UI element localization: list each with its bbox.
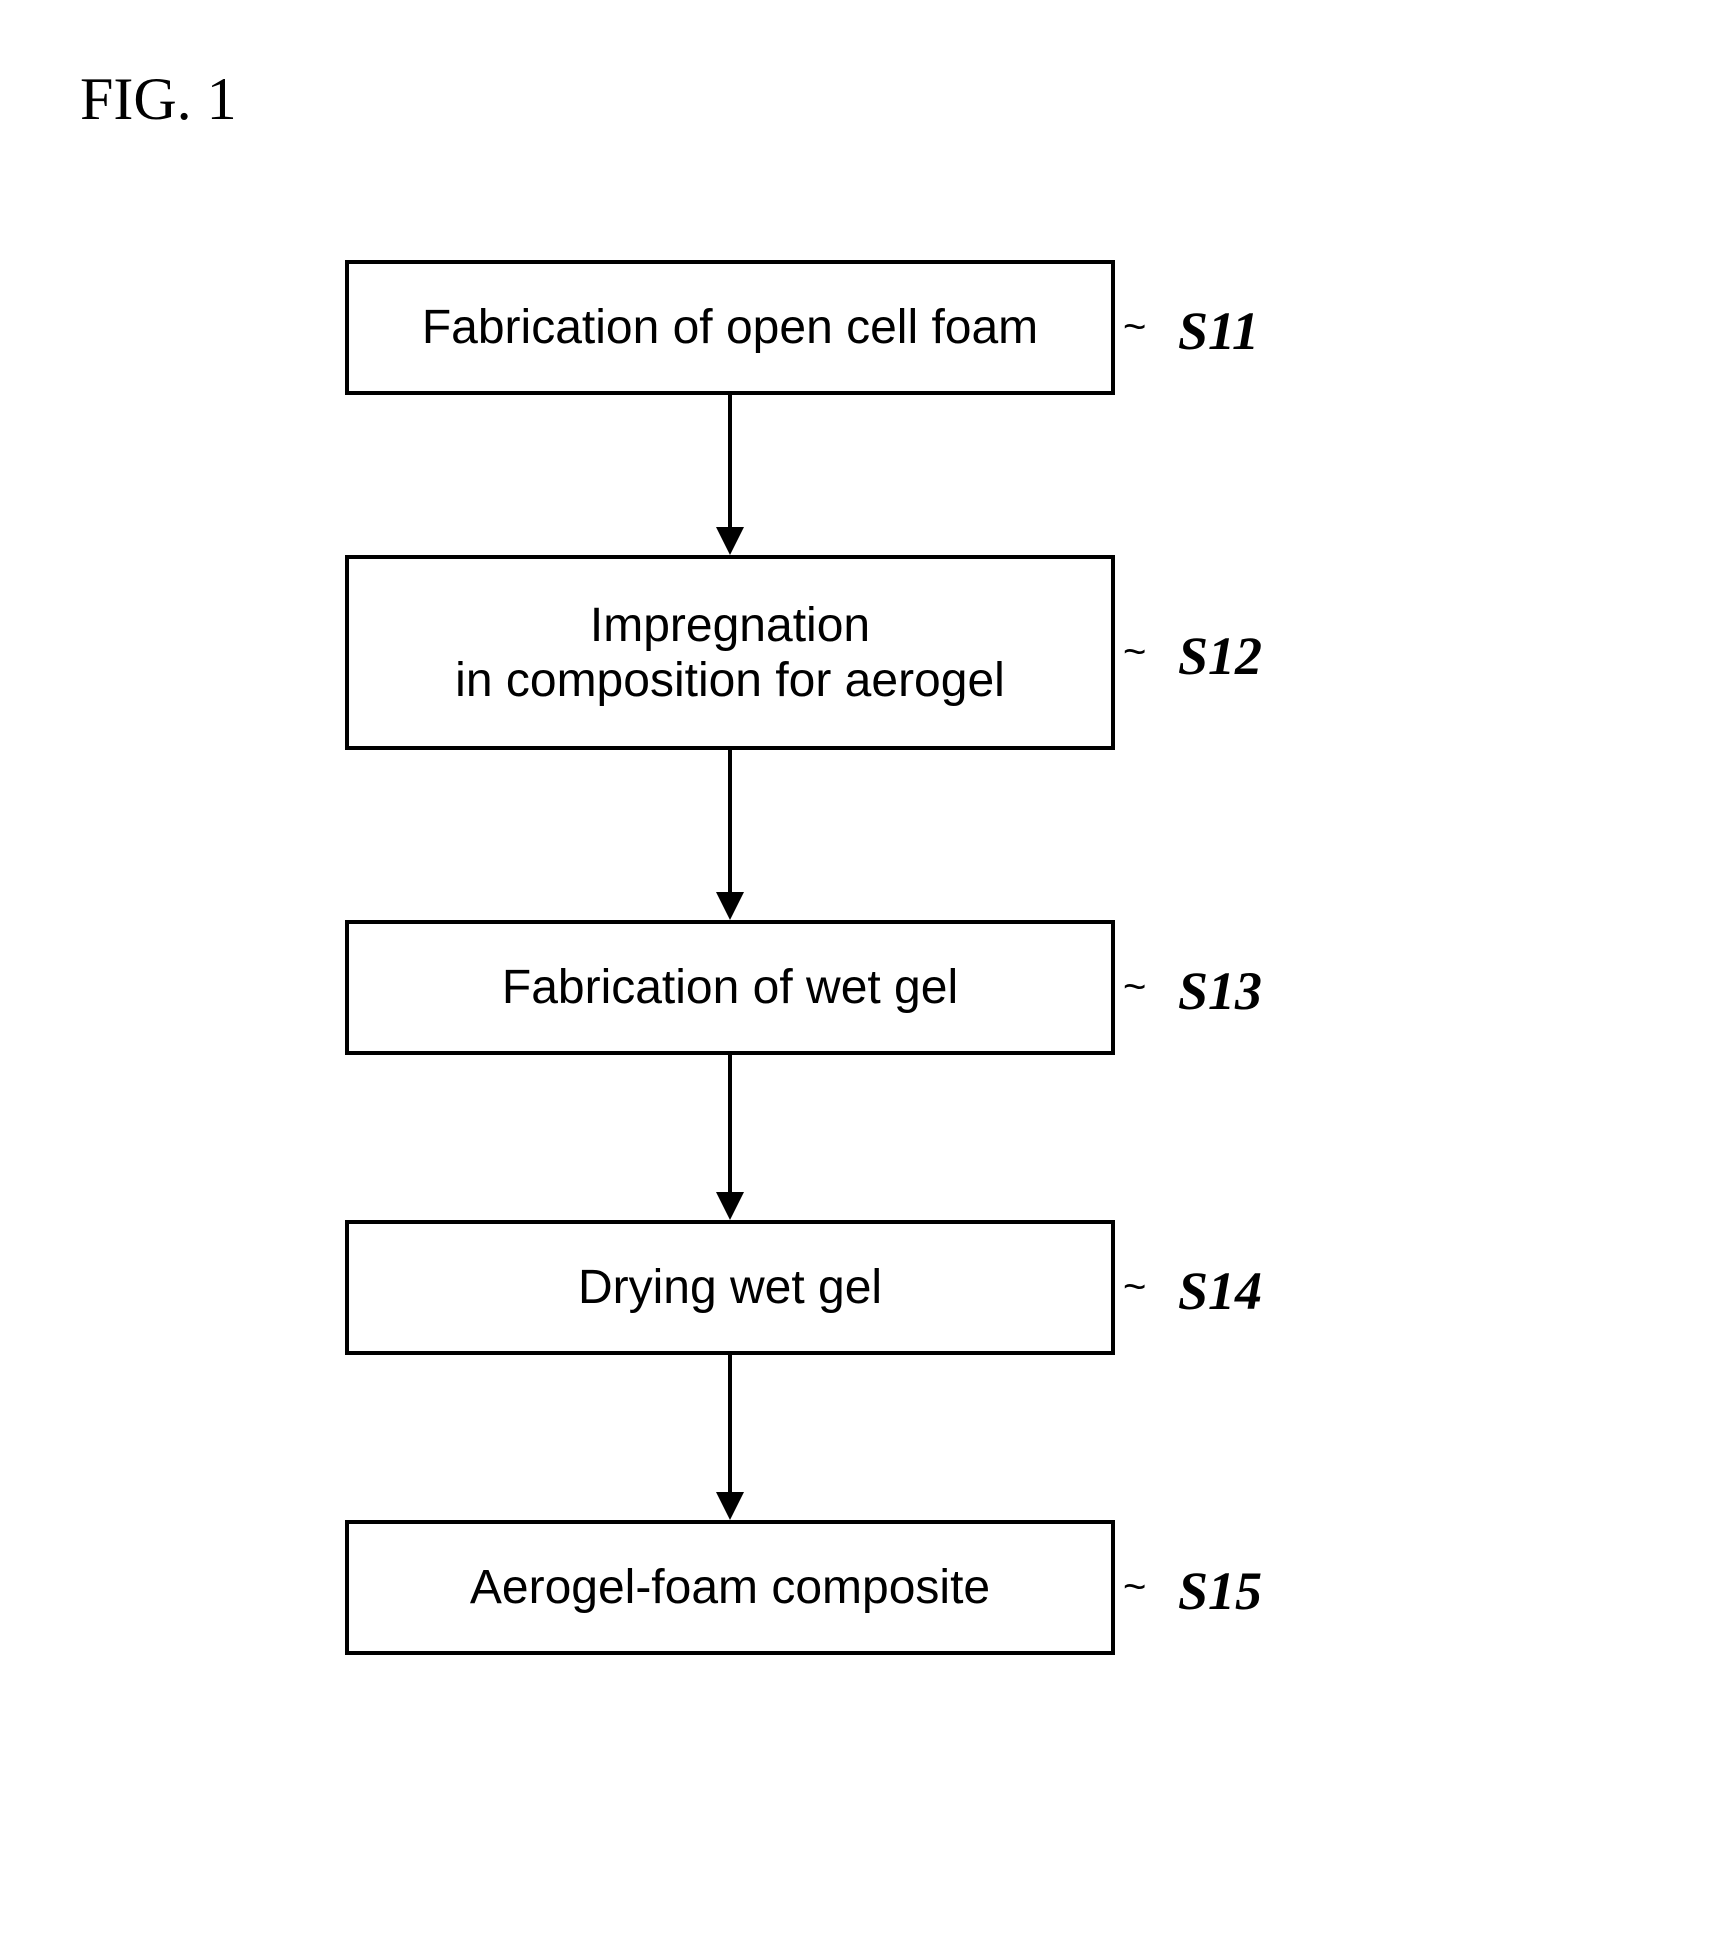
connector-s13: ~ [1123,965,1146,1010]
node-text: Fabrication of open cell foam [422,300,1038,355]
step-label-s14: S14 [1178,1260,1262,1322]
step-label-s15: S15 [1178,1560,1262,1622]
arrow-line-3 [728,1055,732,1192]
flowchart-node-s12: Impregnationin composition for aerogel [345,555,1115,750]
arrow-head-4 [716,1492,744,1520]
step-label-s13: S13 [1178,960,1262,1022]
node-text: Fabrication of wet gel [502,960,958,1015]
figure-label: FIG. 1 [80,65,237,134]
connector-s11: ~ [1123,305,1146,350]
arrow-line-2 [728,750,732,892]
node-text: Aerogel-foam composite [470,1560,990,1615]
arrow-line-4 [728,1355,732,1492]
flowchart-node-s14: Drying wet gel [345,1220,1115,1355]
arrow-line-1 [728,395,732,527]
node-text: Impregnationin composition for aerogel [455,598,1005,708]
step-label-s12: S12 [1178,625,1262,687]
figure-container: FIG. 1 Fabrication of open cell foam ~ S… [0,0,1718,1953]
node-text: Drying wet gel [578,1260,882,1315]
flowchart-node-s11: Fabrication of open cell foam [345,260,1115,395]
flowchart-node-s15: Aerogel-foam composite [345,1520,1115,1655]
connector-s12: ~ [1123,630,1146,675]
arrow-head-3 [716,1192,744,1220]
arrow-head-1 [716,527,744,555]
connector-s14: ~ [1123,1265,1146,1310]
connector-s15: ~ [1123,1565,1146,1610]
step-label-s11: S11 [1178,300,1259,362]
arrow-head-2 [716,892,744,920]
flowchart-node-s13: Fabrication of wet gel [345,920,1115,1055]
